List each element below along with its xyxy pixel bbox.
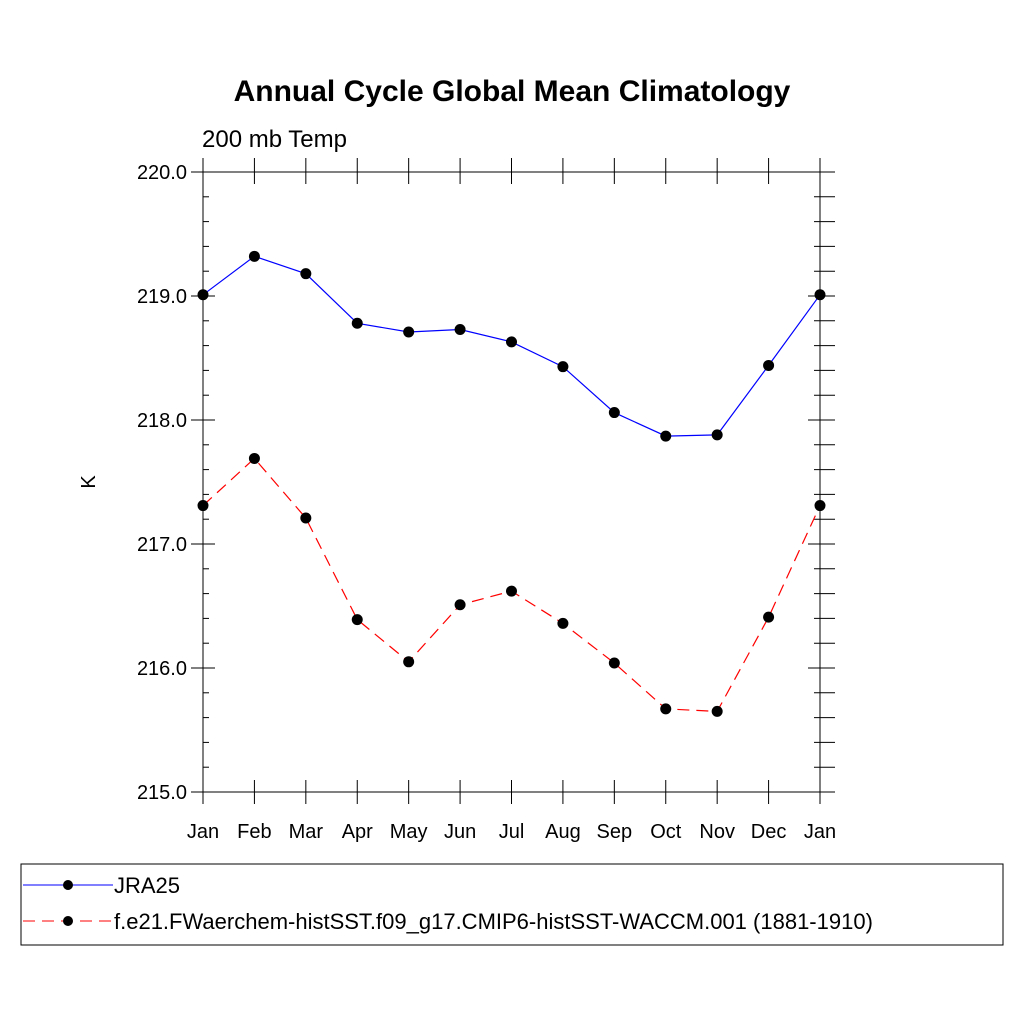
series-point-0	[763, 359, 775, 371]
y-tick-label: 216.0	[137, 658, 187, 680]
y-tick-label: 215.0	[137, 782, 187, 804]
legend: JRA25 f.e21.FWaerchem-histSST.f09_g17.CM…	[20, 863, 1004, 946]
x-tick-label: Jan	[804, 821, 836, 843]
series-point-1	[300, 512, 312, 524]
legend-box	[20, 863, 1004, 946]
series-point-0	[506, 336, 517, 348]
y-tick-label: 218.0	[137, 410, 187, 432]
chart-title: Annual Cycle Global Mean Climatology	[234, 75, 791, 108]
series-point-0	[351, 317, 363, 329]
series-point-1	[506, 585, 517, 597]
x-tick-label: Jan	[187, 821, 219, 843]
x-tick-label: Oct	[650, 821, 682, 843]
series-markers	[197, 250, 826, 717]
x-tick-label: Dec	[751, 821, 787, 843]
series-point-0	[711, 429, 723, 441]
y-axis-label: K	[78, 475, 100, 489]
y-tick-labels: 215.0 216.0 217.0 218.0 219.0 220.0	[137, 162, 187, 804]
x-tick-label: Jul	[499, 821, 525, 843]
plot-frame	[202, 171, 821, 793]
series-point-0	[197, 289, 209, 301]
series-point-1	[814, 500, 826, 512]
chart-subtitle: 200 mb Temp	[202, 126, 347, 153]
legend-label-jra25: JRA25	[114, 873, 180, 898]
y-tick-label: 219.0	[137, 286, 187, 308]
legend-marker-waccm	[63, 916, 73, 926]
x-tick-label: Jun	[444, 821, 476, 843]
series-point-1	[197, 500, 209, 512]
series-point-1	[557, 617, 569, 629]
x-tick-label: May	[390, 821, 428, 843]
series-point-0	[248, 250, 260, 262]
legend-marker-jra25	[63, 880, 73, 890]
series-line-1	[202, 457, 821, 713]
x-tick-label: Feb	[237, 821, 271, 843]
x-tick-label: Aug	[545, 821, 581, 843]
series-point-0	[557, 361, 569, 373]
series-point-1	[248, 452, 260, 464]
x-tick-label: Mar	[289, 821, 324, 843]
series-point-0	[300, 268, 312, 280]
series-point-0	[608, 407, 620, 419]
x-tick-label: Apr	[342, 821, 373, 843]
series-point-1	[608, 657, 620, 669]
series-point-1	[351, 614, 363, 626]
minor-ticks	[203, 196, 835, 768]
series-lines	[202, 255, 821, 713]
legend-label-waccm: f.e21.FWaerchem-histSST.f09_g17.CMIP6-hi…	[114, 909, 873, 934]
series-point-1	[711, 705, 723, 717]
x-tick-label: Sep	[597, 821, 633, 843]
series-point-1	[454, 599, 466, 611]
x-tick-labels: Jan Feb Mar Apr May Jun Jul Aug Sep Oct Nov Dec Jan	[187, 821, 836, 843]
series-point-0	[814, 289, 826, 301]
series-point-1	[403, 656, 415, 668]
major-ticks	[191, 158, 835, 804]
series-point-1	[763, 611, 775, 623]
series-point-0	[454, 323, 466, 335]
series-point-1	[660, 703, 672, 715]
series-point-0	[660, 430, 672, 442]
x-tick-label: Nov	[699, 821, 735, 843]
series-point-0	[403, 326, 415, 338]
y-tick-label: 220.0	[137, 162, 187, 184]
y-tick-label: 217.0	[137, 534, 187, 556]
